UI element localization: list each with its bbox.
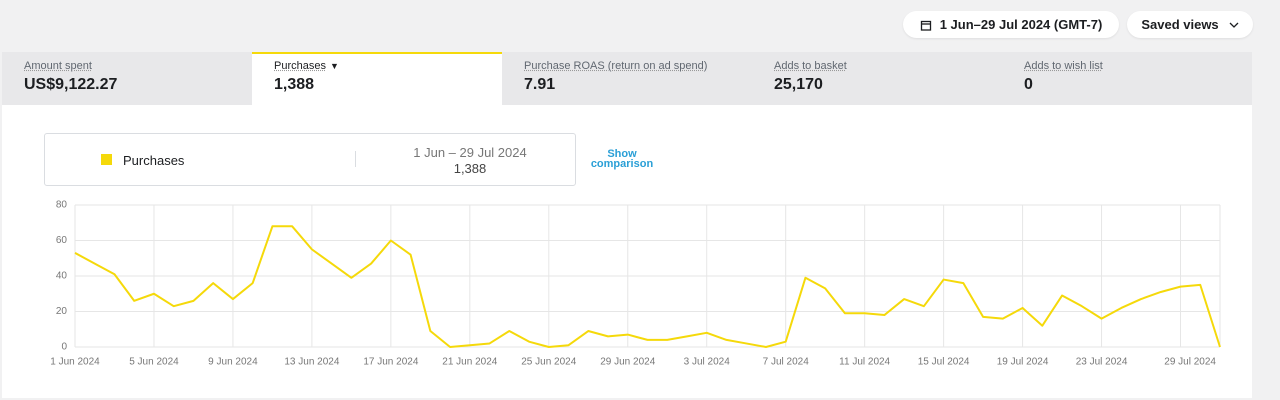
y-tick-label: 0: [61, 342, 67, 353]
metric-value: 0: [1024, 76, 1033, 93]
metric-label-wrap: Purchases: [274, 60, 502, 72]
y-tick-label: 40: [56, 271, 68, 282]
metric-value: 7.91: [524, 76, 556, 93]
x-tick-label: 3 Jul 2024: [684, 357, 731, 368]
chart-card: Amount spentUS$9,122.27Purchases1,388Pur…: [2, 52, 1252, 398]
metric-label-wrap: Purchase ROAS (return on ad spend): [524, 60, 752, 72]
metric-tab[interactable]: Amount spent US$9,122.27: [2, 52, 252, 105]
x-tick-label: 21 Jun 2024: [442, 357, 497, 368]
metric-value: 1,388: [274, 76, 315, 93]
x-tick-label: 17 Jun 2024: [363, 357, 418, 368]
x-tick-label: 25 Jun 2024: [521, 357, 576, 368]
metric-tab[interactable]: Adds to wish list 0: [1002, 52, 1252, 105]
y-tick-label: 80: [56, 200, 68, 211]
x-tick-label: 9 Jun 2024: [208, 357, 258, 368]
y-tick-label: 60: [56, 235, 68, 246]
calendar-icon: [920, 20, 931, 31]
legend-name: Purchases: [123, 153, 185, 168]
metric-label: Amount spent: [24, 60, 92, 72]
metric-label: Adds to wish list: [1024, 60, 1103, 72]
date-range-button[interactable]: 1 Jun–29 Jul 2024 (GMT-7): [903, 11, 1119, 38]
metric-tab[interactable]: Adds to basket 25,170: [752, 52, 1002, 105]
metric-value: US$9,122.27: [24, 76, 118, 93]
metric-label: Adds to basket: [774, 60, 847, 72]
y-tick-label: 20: [56, 306, 68, 317]
saved-views: Saved views: [1141, 17, 1219, 32]
legend-swatch: [101, 154, 112, 165]
x-tick-label: 29 Jun 2024: [600, 357, 655, 368]
line: [74, 225, 1221, 348]
metric-label-wrap: Amount spent: [24, 60, 252, 72]
saved-views-button[interactable]: Saved views: [1127, 11, 1253, 38]
x-tick-label: 23 Jul 2024: [1076, 357, 1128, 368]
show-comparison[interactable]: Show comparison: [590, 148, 654, 170]
x-tick-label: 13 Jun 2024: [284, 357, 339, 368]
x-tick-label: 11 Jul 2024: [839, 357, 890, 368]
metric-label: Purchases: [274, 60, 502, 72]
x-tick-label: 7 Jul 2024: [763, 357, 810, 368]
legend-date-range: 1 Jun – 29 Jul 2024: [413, 145, 527, 160]
metric-label-wrap: Adds to basket: [774, 60, 1002, 72]
chevron: [1229, 22, 1239, 28]
metric-tab[interactable]: Purchases 1,388: [252, 52, 502, 105]
divider: [355, 151, 356, 167]
x-tick-label: 1 Jun 2024: [50, 357, 100, 368]
x-tick-label: 5 Jun 2024: [129, 357, 179, 368]
legend-total: 1,388: [453, 161, 487, 176]
x-tick-label: 19 Jul 2024: [997, 357, 1049, 368]
metric-tab[interactable]: Purchase ROAS (return on ad spend) 7.91: [502, 52, 752, 105]
x-tick-label: 15 Jul 2024: [918, 357, 970, 368]
metric-tabs: Amount spentUS$9,122.27Purchases1,388Pur…: [2, 52, 1252, 105]
x-tick-label: 29 Jul 2024: [1164, 357, 1216, 368]
metric-label: Purchase ROAS (return on ad spend): [524, 60, 708, 72]
metric-label-wrap: Adds to wish list: [1024, 60, 1252, 72]
metric-value: 25,170: [774, 76, 823, 93]
legend-box: Purchases 1 Jun – 29 Jul 2024 1,388: [44, 133, 576, 186]
date-range: 1 Jun–29 Jul 2024 (GMT-7): [939, 17, 1103, 32]
